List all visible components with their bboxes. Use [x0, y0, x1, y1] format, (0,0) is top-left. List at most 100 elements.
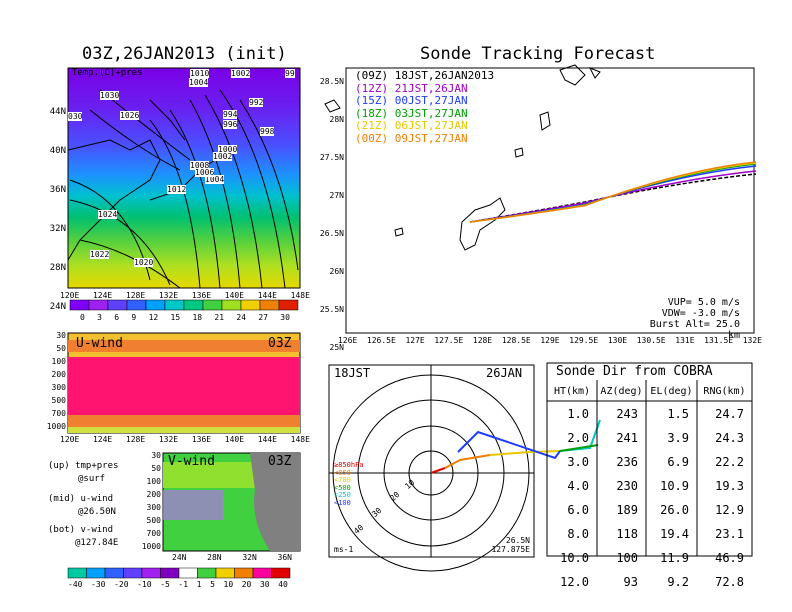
sonde-table-frame: [546, 362, 753, 557]
table-cell: 1.0: [567, 407, 589, 421]
polar-hodograph: [430, 419, 601, 474]
p-label: 30: [56, 331, 66, 340]
lon-label: 127.5E: [434, 336, 464, 345]
v-wind-purple-zone: [163, 490, 223, 520]
pressure-label: 1006: [195, 168, 215, 177]
u-wind-lon-axis: 120E 124E 128E 132E 136E 140E 144E 148E: [60, 435, 310, 444]
p-label: 700: [51, 409, 66, 418]
legend-line: @127.84E: [75, 538, 119, 548]
table-cell: 72.8: [715, 575, 744, 589]
lon-label: 126.5E: [366, 336, 396, 345]
colorbar-tick: -5: [160, 580, 170, 589]
colorbar-swatch: [141, 567, 161, 579]
lon-label: 128E: [472, 336, 493, 345]
table-cell: 12.0: [560, 575, 589, 589]
p-label: 300: [51, 383, 66, 392]
u-wind-time: 03Z: [268, 336, 292, 351]
u-wind-title: U-wind: [76, 336, 123, 351]
table-cell: 24.7: [715, 407, 744, 421]
p-label: 200: [51, 370, 66, 379]
colorbar-tick: 5: [210, 580, 215, 589]
loc-lat: 26.5N: [505, 536, 530, 545]
lat-label: 44N: [49, 107, 66, 117]
pressure-label: 1002: [231, 69, 251, 78]
table-cell: 8.0: [567, 527, 589, 541]
lon-label: 132E: [158, 435, 179, 444]
v-wind-colorbar: [67, 567, 291, 579]
sonde-table-row: 12.0 93 9.2 72.8: [547, 570, 752, 594]
pressure-label: 030: [68, 112, 83, 121]
table-cell: 118: [616, 527, 638, 541]
lon-label: 120E: [60, 291, 80, 300]
lon-label: 132E: [158, 291, 179, 300]
tracking-lat-axis: 28.5N 28N 27.5N 27N 26.5N 26N 25.5N 25N: [312, 63, 344, 367]
table-cell: 241: [616, 431, 638, 445]
u-wind-jet-core: [68, 357, 300, 415]
polar-legend-item: <850: [334, 468, 351, 477]
lat-label: 40N: [49, 146, 66, 156]
polar-legend-item: <500: [334, 483, 351, 492]
sonde-table-row: 6.0 189 26.0 12.9: [547, 498, 752, 522]
table-cell: 12.9: [715, 503, 744, 517]
loc-lon: 127.875E: [491, 545, 530, 554]
lat-label: 25.5N: [319, 305, 344, 314]
lon-label: 129.5E: [569, 336, 599, 345]
run-legend-item: (00Z) 09JST,27JAN: [355, 131, 468, 145]
lat-label: 24N: [172, 553, 187, 562]
colorbar-tick: 21: [214, 313, 225, 322]
v-wind-gray-zone: [250, 453, 300, 551]
trajectory-line: [469, 161, 757, 223]
table-cell: 46.9: [715, 551, 744, 565]
colorbar-swatch: [104, 567, 124, 579]
polar-location: 26.5N 127.875E: [470, 536, 530, 554]
lat-label: 28N: [49, 263, 66, 273]
table-cell: 230: [616, 479, 638, 493]
lon-label: 129E: [540, 336, 560, 345]
table-cell: 6.9: [667, 455, 689, 469]
p-label: 200: [146, 490, 161, 499]
header-cell: HT(km): [553, 385, 591, 397]
v-wind-p-axis: 30 50 100 200 300 500 700 1000: [135, 449, 161, 553]
v-wind-time: 03Z: [268, 454, 292, 469]
pressure-label: 996: [223, 120, 238, 129]
p-label: 1000: [141, 542, 161, 551]
tracking-params: VUP= 5.0 m/s VDW= -3.0 m/s Burst Alt= 25…: [640, 297, 740, 341]
colorbar-tick: 0: [80, 313, 85, 322]
run-legend-item: (18Z) 03JST,27JAN: [355, 106, 468, 120]
polar-legend-item: ≥850hPa: [334, 461, 364, 469]
colorbar-tick: 10: [223, 580, 234, 589]
colorbar-tick: -40: [68, 580, 83, 589]
colorbar-swatch: [202, 299, 223, 311]
sonde-table-row: 8.0 118 19.4 23.1: [547, 522, 752, 546]
colorbar-swatch: [126, 299, 147, 311]
lon-label: 128E: [125, 291, 146, 300]
lat-label: 24N: [49, 302, 66, 312]
tracking-coastlines: [324, 64, 601, 251]
table-cell: 11.9: [660, 551, 689, 565]
lat-label: 26.5N: [319, 229, 344, 238]
colorbar-swatch: [252, 567, 272, 579]
tracking-title: Sonde Tracking Forecast: [420, 44, 656, 64]
legend-line: (mid) u-wind: [48, 494, 114, 504]
lat-label: 32N: [242, 553, 257, 562]
header-cell: AZ(deg): [600, 385, 643, 397]
lat-label: 32N: [49, 224, 66, 234]
lat-label: 36N: [49, 185, 66, 195]
colorbar-swatch: [123, 567, 143, 579]
table-cell: 24.3: [715, 431, 744, 445]
polar-unit: ms-1: [334, 545, 354, 554]
table-cell: 2.0: [567, 431, 589, 445]
sonde-table-header: HT(km) AZ(deg) EL(deg) RNG(km): [547, 380, 752, 402]
polar-legend-item: <700: [334, 476, 351, 484]
colorbar-tick: 40: [278, 580, 288, 589]
table-cell: 189: [616, 503, 638, 517]
colorbar-tick: 20: [241, 580, 252, 589]
colorbar-swatch: [259, 299, 280, 311]
vdw-value: VDW= -3.0 m/s: [661, 308, 740, 319]
u-wind-band-surface: [68, 427, 300, 433]
table-cell: 236: [616, 455, 638, 469]
colorbar-swatch: [221, 299, 242, 311]
colorbar-swatch: [234, 567, 254, 579]
colorbar-tick: 1: [196, 580, 202, 589]
lon-label: 140E: [224, 435, 245, 444]
